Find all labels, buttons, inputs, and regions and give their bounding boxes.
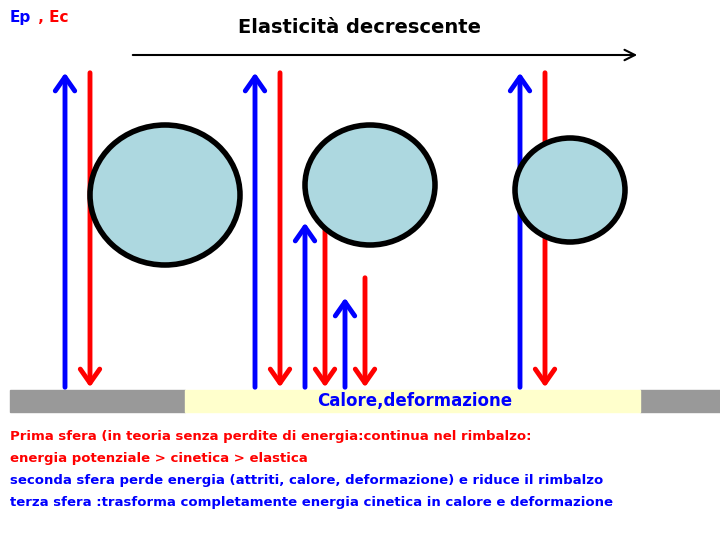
Bar (10, 390, 185, 412)
Bar (640, 390, 720, 412)
Ellipse shape (515, 138, 625, 242)
Text: energia potenziale > cinetica > elastica: energia potenziale > cinetica > elastica (10, 452, 307, 465)
Text: terza sfera :trasforma completamente energia cinetica in calore e deformazione: terza sfera :trasforma completamente ene… (10, 496, 613, 509)
Text: Elasticità decrescente: Elasticità decrescente (238, 18, 482, 37)
Text: Prima sfera (in teoria senza perdite di energia:continua nel rimbalzo:: Prima sfera (in teoria senza perdite di … (10, 430, 531, 443)
Ellipse shape (305, 125, 435, 245)
Text: seconda sfera perde energia (attriti, calore, deformazione) e riduce il rimbalzo: seconda sfera perde energia (attriti, ca… (10, 474, 603, 487)
Text: , Ec: , Ec (33, 10, 68, 25)
Ellipse shape (90, 125, 240, 265)
Bar (185, 390, 640, 412)
Text: Calore,deformazione: Calore,deformazione (318, 392, 513, 410)
Text: Ep: Ep (10, 10, 31, 25)
